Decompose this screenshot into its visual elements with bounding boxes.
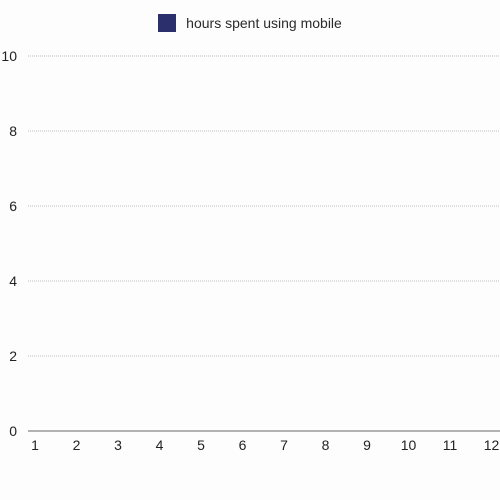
- x-tick-label: 7: [280, 437, 288, 453]
- x-tick-label: 11: [443, 437, 458, 453]
- x-tick-label: 8: [322, 437, 330, 453]
- y-tick-label: 10: [1, 48, 17, 64]
- legend-label: hours spent using mobile: [186, 15, 342, 31]
- legend-swatch: [158, 14, 177, 32]
- y-tick-label: 2: [9, 348, 17, 364]
- x-tick-label: 12: [484, 437, 500, 453]
- x-tick-label: 5: [197, 437, 205, 453]
- x-tick-label: 10: [401, 437, 417, 453]
- legend[interactable]: hours spent using mobile: [0, 14, 500, 32]
- x-tick-label: 2: [73, 437, 81, 453]
- x-tick-label: 9: [363, 437, 371, 453]
- x-tick-label: 3: [114, 437, 122, 453]
- y-tick-label: 4: [9, 273, 17, 289]
- y-tick-label: 8: [9, 123, 17, 139]
- x-tick-label: 6: [239, 437, 247, 453]
- x-tick-label: 1: [31, 437, 39, 453]
- x-tick-label: 4: [156, 437, 164, 453]
- y-tick-label: 0: [9, 423, 17, 439]
- y-tick-label: 6: [9, 198, 17, 214]
